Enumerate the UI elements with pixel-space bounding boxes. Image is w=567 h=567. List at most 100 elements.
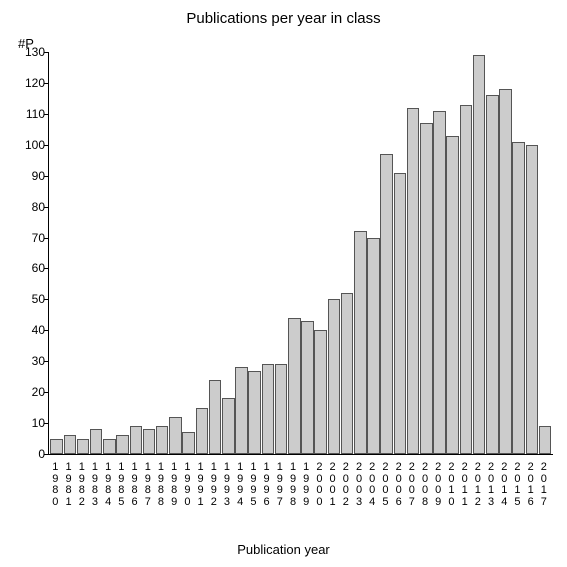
- x-tick-label: 1991: [194, 456, 207, 508]
- x-tick-label: 2001: [326, 456, 339, 508]
- x-tick-label: 1995: [247, 456, 260, 508]
- bar: [486, 95, 499, 454]
- y-tick-label: 20: [17, 385, 45, 399]
- y-tick-label: 80: [17, 200, 45, 214]
- bar-slot: [129, 52, 142, 454]
- bar-slot: [314, 52, 327, 454]
- x-tick-label: 1982: [75, 456, 88, 508]
- bar-slot: [512, 52, 525, 454]
- bar: [473, 55, 486, 454]
- bar-slot: [340, 52, 353, 454]
- bar-slot: [525, 52, 538, 454]
- bar: [341, 293, 354, 454]
- bar-slot: [90, 52, 103, 454]
- bar-slot: [406, 52, 419, 454]
- bar-slot: [380, 52, 393, 454]
- y-tick-label: 40: [17, 323, 45, 337]
- bar-slot: [235, 52, 248, 454]
- bar-slot: [420, 52, 433, 454]
- bar-slot: [499, 52, 512, 454]
- x-tick-label: 2007: [405, 456, 418, 508]
- bar: [433, 111, 446, 454]
- bar: [262, 364, 275, 454]
- x-tick-label: 2016: [524, 456, 537, 508]
- bar-slot: [116, 52, 129, 454]
- y-tick-label: 130: [17, 45, 45, 59]
- bar-slot: [63, 52, 76, 454]
- bar-slot: [142, 52, 155, 454]
- bar: [169, 417, 182, 454]
- x-tick-label: 2004: [366, 456, 379, 508]
- bar: [143, 429, 156, 454]
- y-tick-label: 0: [17, 447, 45, 461]
- x-tick-label: 2006: [392, 456, 405, 508]
- bar: [182, 432, 195, 454]
- bar-slot: [76, 52, 89, 454]
- y-tick-label: 110: [17, 107, 45, 121]
- bar: [235, 367, 248, 454]
- bar: [275, 364, 288, 454]
- x-tick-label: 2014: [498, 456, 511, 508]
- y-tick-label: 120: [17, 76, 45, 90]
- bar: [301, 321, 314, 454]
- x-tick-label: 1998: [287, 456, 300, 508]
- bar: [367, 238, 380, 454]
- bar-slot: [539, 52, 552, 454]
- x-ticks: 1980198119821983198419851986198719881989…: [48, 456, 552, 508]
- bar: [103, 439, 116, 454]
- bar-slot: [459, 52, 472, 454]
- bar-slot: [367, 52, 380, 454]
- bar-slot: [50, 52, 63, 454]
- bar: [156, 426, 169, 454]
- bar-slot: [195, 52, 208, 454]
- x-tick-label: 1994: [234, 456, 247, 508]
- bar-slot: [274, 52, 287, 454]
- x-tick-label: 2005: [379, 456, 392, 508]
- bar: [288, 318, 301, 454]
- x-tick-label: 2003: [353, 456, 366, 508]
- x-axis-label: Publication year: [0, 542, 567, 557]
- y-tick-mark: [44, 454, 49, 455]
- bar: [64, 435, 77, 454]
- bar: [196, 408, 209, 454]
- x-tick-label: 2008: [419, 456, 432, 508]
- x-tick-label: 1987: [141, 456, 154, 508]
- bar: [116, 435, 129, 454]
- bar: [354, 231, 367, 454]
- x-tick-label: 1981: [62, 456, 75, 508]
- plot-area: 0102030405060708090100110120130: [48, 52, 553, 455]
- bar: [460, 105, 473, 454]
- x-tick-label: 1997: [273, 456, 286, 508]
- x-tick-label: 2015: [511, 456, 524, 508]
- x-tick-label: 1985: [115, 456, 128, 508]
- bar-slot: [103, 52, 116, 454]
- x-tick-label: 1989: [168, 456, 181, 508]
- bar-slot: [169, 52, 182, 454]
- x-tick-label: 2013: [485, 456, 498, 508]
- bar: [248, 371, 261, 454]
- bar-slot: [354, 52, 367, 454]
- bar-slot: [433, 52, 446, 454]
- bar-slot: [301, 52, 314, 454]
- x-tick-label: 1999: [300, 456, 313, 508]
- bars-group: [49, 52, 553, 454]
- bar-slot: [248, 52, 261, 454]
- x-tick-label: 1992: [207, 456, 220, 508]
- bar-slot: [327, 52, 340, 454]
- bar: [446, 136, 459, 455]
- x-tick-label: 2009: [432, 456, 445, 508]
- x-tick-label: 2010: [445, 456, 458, 508]
- bar: [512, 142, 525, 454]
- bar: [420, 123, 433, 454]
- bar-slot: [446, 52, 459, 454]
- bar: [328, 299, 341, 454]
- x-tick-label: 2000: [313, 456, 326, 508]
- x-tick-label: 1986: [128, 456, 141, 508]
- bar: [380, 154, 393, 454]
- x-tick-label: 1980: [49, 456, 62, 508]
- bar: [314, 330, 327, 454]
- bar: [50, 439, 63, 454]
- chart-container: Publications per year in class #P 010203…: [0, 0, 567, 567]
- bar-slot: [393, 52, 406, 454]
- y-tick-label: 100: [17, 138, 45, 152]
